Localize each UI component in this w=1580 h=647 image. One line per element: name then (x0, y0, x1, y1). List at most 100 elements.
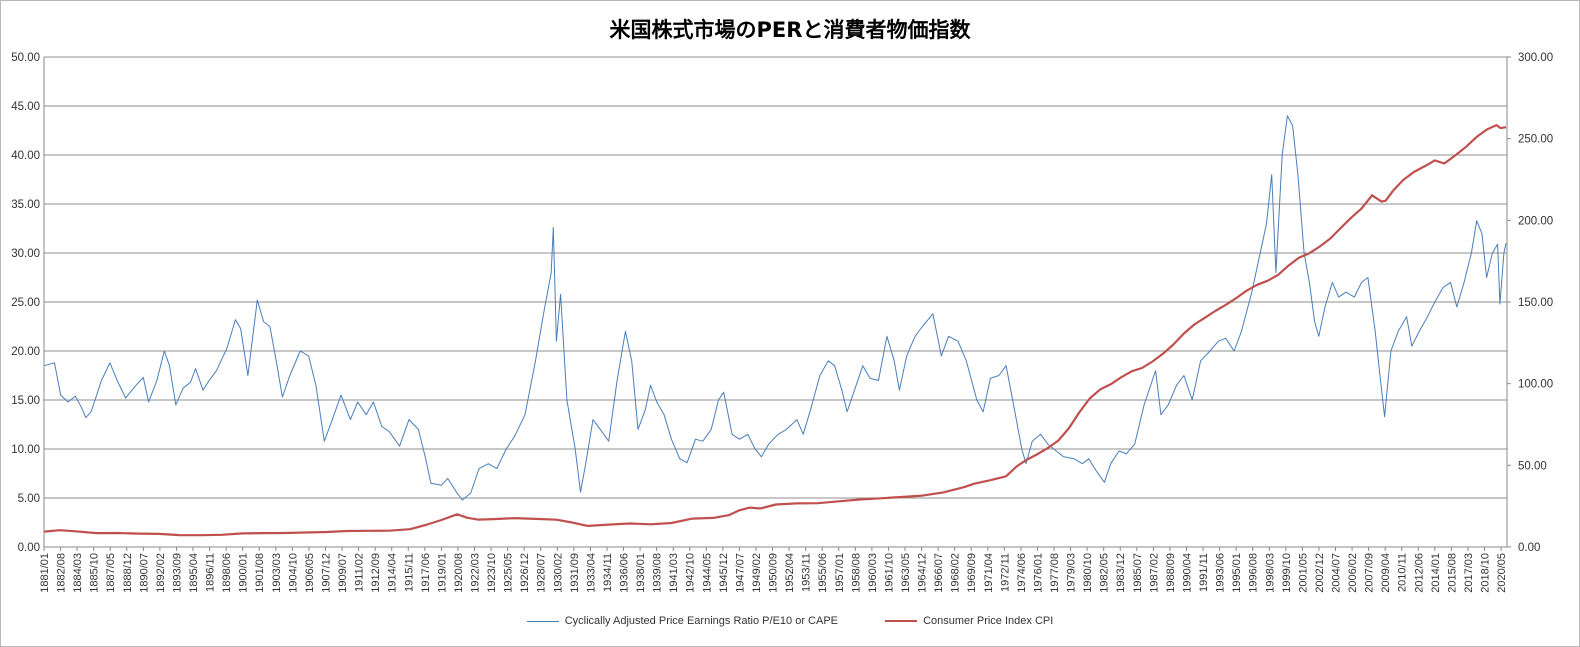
chart-title: 米国株式市場のPERと消費者物価指数 (609, 18, 971, 42)
x-tick-label: 1887/05 (105, 553, 117, 593)
x-tick-label: 1974/06 (1016, 553, 1028, 593)
x-tick-label: 1969/09 (966, 553, 978, 593)
x-tick-label: 1982/05 (1099, 553, 1111, 593)
legend-item-cpi: Consumer Price Index CPI (885, 615, 1053, 627)
x-tick-label: 1996/08 (1248, 553, 1260, 593)
x-tick-label: 1979/03 (1066, 553, 1078, 593)
x-tick-label: 1909/07 (337, 553, 349, 593)
y-left-tick-label: 25.00 (11, 297, 40, 309)
series-line-cpi (43, 124, 1507, 537)
x-tick-label: 1942/10 (685, 553, 697, 593)
y-left-tick-label: 30.00 (11, 248, 40, 260)
x-tick-label: 1933/04 (585, 553, 597, 593)
x-tick-label: 1939/08 (652, 553, 664, 593)
x-tick-label: 1976/01 (1032, 553, 1044, 593)
x-tick-label: 2017/03 (1463, 553, 1475, 593)
x-tick-label: 1888/12 (122, 553, 134, 593)
x-tick-label: 1985/07 (1132, 553, 1144, 593)
y-axis-right: 0.00 50.00 100.00 150.00 200.00 250.00 300.00 (1506, 52, 1553, 554)
x-tick-label: 1987/02 (1148, 553, 1160, 593)
grid-lines (44, 56, 1507, 548)
x-tick-label: 1957/01 (834, 553, 846, 593)
x-tick-label: 1953/11 (801, 553, 813, 592)
x-tick-label: 1917/06 (420, 553, 432, 593)
x-tick-label: 1955/06 (817, 553, 829, 593)
x-tick-label: 1931/09 (569, 553, 581, 593)
x-tick-label: 2018/10 (1480, 553, 1492, 593)
y-right-tick-label: 100.00 (1518, 379, 1553, 391)
x-tick-label: 2001/05 (1297, 553, 1309, 593)
x-tick-label: 1990/04 (1181, 553, 1193, 593)
x-tick-label: 2009/04 (1380, 553, 1392, 593)
x-tick-label: 1898/06 (221, 553, 233, 593)
x-tick-label: 2020/05 (1496, 553, 1508, 593)
legend-swatch-cpi (885, 620, 918, 623)
x-axis: 1881/01 1882/08 1884/03 1885/10 1887/05 1888/… (39, 547, 1508, 593)
y-right-tick-label: 150.00 (1518, 297, 1553, 309)
x-tick-label: 2010/11 (1397, 553, 1409, 592)
x-tick-label: 1993/06 (1215, 553, 1227, 593)
x-tick-label: 1941/03 (668, 553, 680, 593)
x-tick-label: 1963/05 (900, 553, 912, 593)
x-tick-label: 1945/12 (718, 553, 730, 593)
x-tick-label: 1968/02 (950, 553, 962, 593)
x-tick-label: 1988/09 (1165, 553, 1177, 593)
x-tick-label: 1907/12 (320, 553, 332, 593)
x-tick-label: 1919/01 (436, 553, 448, 593)
x-tick-label: 1995/01 (1231, 553, 1243, 593)
x-tick-label: 1906/05 (304, 553, 316, 593)
x-tick-label: 1930/02 (552, 553, 564, 593)
y-left-tick-label: 50.00 (11, 52, 40, 64)
x-tick-label: 1977/08 (1049, 553, 1061, 593)
x-tick-label: 1950/09 (768, 553, 780, 593)
x-tick-label: 2014/01 (1430, 553, 1442, 593)
y-left-tick-label: 0.00 (18, 542, 40, 554)
x-tick-label: 1983/12 (1115, 553, 1127, 593)
y-right-tick-label: 300.00 (1518, 52, 1553, 64)
x-tick-label: 1892/02 (155, 553, 167, 593)
x-tick-label: 1961/10 (883, 553, 895, 593)
x-tick-label: 2002/12 (1314, 553, 1326, 593)
x-tick-label: 1912/09 (370, 553, 382, 593)
y-left-tick-label: 40.00 (11, 150, 40, 162)
legend-swatch-cape (526, 620, 559, 622)
legend-item-cape: Cyclically Adjusted Price Earnings Ratio… (526, 615, 838, 628)
x-tick-label: 1881/01 (39, 553, 51, 593)
x-tick-label: 1895/04 (188, 553, 200, 593)
series-lines (43, 115, 1507, 537)
y-left-tick-label: 15.00 (11, 395, 40, 407)
x-tick-label: 1882/08 (56, 553, 68, 593)
x-tick-label: 1884/03 (72, 553, 84, 593)
x-tick-label: 1920/08 (453, 553, 465, 593)
x-tick-label: 1971/04 (983, 553, 995, 593)
x-tick-label: 1938/01 (635, 553, 647, 593)
x-tick-label: 1936/06 (619, 553, 631, 593)
x-tick-label: 1966/07 (933, 553, 945, 593)
y-right-tick-label: 200.00 (1518, 215, 1553, 227)
y-left-tick-label: 45.00 (11, 101, 40, 113)
y-right-tick-label: 0.00 (1518, 542, 1540, 554)
x-tick-label: 1964/12 (917, 553, 929, 593)
x-tick-label: 1998/03 (1264, 553, 1276, 593)
x-tick-label: 1947/07 (734, 553, 746, 593)
legend-label-cape: Cyclically Adjusted Price Earnings Ratio… (564, 615, 838, 628)
x-tick-label: 1915/11 (403, 553, 415, 592)
x-tick-label: 2012/06 (1413, 553, 1425, 593)
x-tick-label: 1952/04 (784, 553, 796, 593)
x-tick-label: 1980/10 (1082, 553, 1094, 593)
x-tick-label: 1900/01 (238, 553, 250, 593)
x-tick-label: 1923/10 (486, 553, 498, 593)
x-tick-label: 1914/04 (387, 553, 399, 593)
x-tick-label: 1991/11 (1198, 553, 1210, 592)
y-left-tick-label: 35.00 (11, 199, 40, 211)
x-tick-label: 1972/11 (999, 553, 1011, 592)
x-tick-label: 2004/07 (1330, 553, 1342, 593)
y-axis-left: 0.00 5.00 10.00 15.00 20.00 25.00 30.00 35.00 40… (11, 52, 45, 554)
y-left-tick-label: 20.00 (11, 346, 40, 358)
x-tick-label: 1960/03 (867, 553, 879, 593)
legend-label-cpi: Consumer Price Index CPI (923, 615, 1054, 628)
x-tick-label: 1901/08 (254, 553, 266, 593)
x-tick-label: 1926/12 (519, 553, 531, 593)
